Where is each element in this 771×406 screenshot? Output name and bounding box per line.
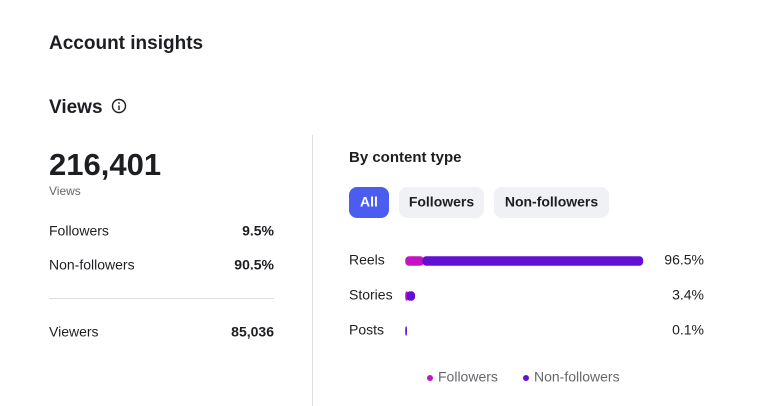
chart-title: By content type bbox=[349, 149, 462, 166]
tab[interactable]: Non-followers bbox=[494, 187, 609, 218]
legend-label: Non-followers bbox=[534, 369, 620, 385]
total-label: 96.5% bbox=[664, 252, 704, 268]
tab-label[interactable]: Non-followers bbox=[505, 194, 599, 210]
breakdown-value: 9.5% bbox=[242, 223, 274, 239]
page-title: Account insights bbox=[49, 33, 203, 54]
category-label: Stories bbox=[349, 287, 393, 303]
bar-segment bbox=[406, 291, 416, 301]
viewers-value: 85,036 bbox=[231, 324, 274, 340]
views-caption: Views bbox=[49, 184, 81, 198]
breakdown-value: 90.5% bbox=[234, 257, 274, 273]
legend-dot bbox=[427, 375, 433, 381]
total-label: 0.1% bbox=[672, 322, 704, 338]
info-icon[interactable] bbox=[111, 98, 127, 114]
tab[interactable]: Followers bbox=[399, 187, 484, 218]
bar-segment bbox=[405, 256, 424, 266]
category-label: Reels bbox=[349, 252, 385, 268]
bar-segment bbox=[422, 256, 644, 266]
legend-label: Followers bbox=[438, 369, 498, 385]
breakdown-label: Followers bbox=[49, 223, 109, 239]
views-total: 216,401 bbox=[49, 147, 161, 182]
section-title: Views bbox=[49, 97, 103, 118]
tab-label[interactable]: All bbox=[360, 194, 378, 210]
category-label: Posts bbox=[349, 322, 384, 338]
total-label: 3.4% bbox=[672, 287, 704, 303]
breakdown-label: Non-followers bbox=[49, 257, 135, 273]
viewers-label: Viewers bbox=[49, 324, 99, 340]
tab[interactable]: All bbox=[349, 187, 389, 218]
legend-dot bbox=[523, 375, 529, 381]
tab-label[interactable]: Followers bbox=[409, 194, 475, 210]
